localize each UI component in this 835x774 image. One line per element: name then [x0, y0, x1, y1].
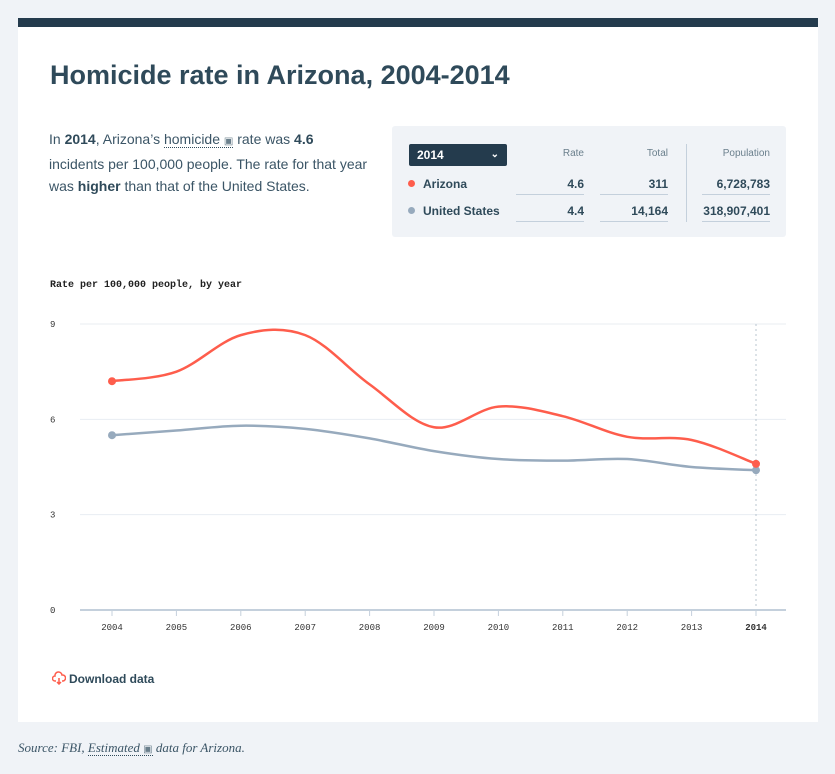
x-tick-label: 2013: [681, 623, 703, 633]
summary-text-part: than that of the United States.: [120, 178, 310, 194]
arizona-total: 311: [600, 177, 668, 195]
source-text: data for Arizona.: [152, 740, 245, 755]
column-header-population: Population: [722, 148, 770, 159]
us-total: 14,164: [600, 204, 668, 222]
book-icon: ▣: [143, 744, 153, 755]
arizona-point: [108, 377, 116, 386]
us-dot-icon: [408, 207, 415, 214]
source-text: Source: FBI,: [18, 740, 88, 755]
year-select[interactable]: 2014 ⌄: [409, 144, 507, 166]
united-states-line: [111, 424, 757, 472]
x-tick-label: 2008: [359, 623, 381, 633]
y-tick-label: 3: [50, 511, 55, 521]
united-states-point: [752, 466, 760, 475]
united-states-point: [108, 431, 116, 440]
cloud-download-icon: [51, 671, 67, 686]
y-axis-label: Rate per 100,000 people, by year: [50, 280, 243, 291]
row-label-united-states: United States: [408, 204, 500, 218]
row-label-text: United States: [423, 204, 500, 218]
summary-text-part: incidents per 100,000 people. The rate f…: [49, 156, 368, 194]
summary-text-part: In: [49, 131, 65, 147]
y-tick-label: 6: [50, 415, 55, 425]
arizona-rate: 4.6: [516, 177, 584, 195]
chevron-down-icon: ⌄: [490, 149, 499, 160]
download-data-button[interactable]: Download data: [51, 671, 155, 686]
us-rate: 4.4: [516, 204, 584, 222]
arizona-line: [111, 328, 757, 465]
x-tick-label: 2014: [745, 623, 767, 633]
summary-text-part: rate was: [233, 131, 295, 147]
year-select-value: 2014: [417, 148, 444, 162]
source-note: Source: FBI, Estimated ▣ data for Arizon…: [18, 740, 245, 756]
arizona-dot-icon: [408, 180, 415, 187]
y-tick-label: 9: [50, 320, 55, 330]
x-tick-label: 2009: [423, 623, 445, 633]
download-label: Download data: [69, 672, 155, 686]
summary-text-part: , Arizona’s: [95, 131, 164, 147]
column-header-rate: Rate: [562, 148, 584, 159]
arizona-population: 6,728,783: [702, 177, 770, 195]
x-tick-label: 2012: [616, 623, 638, 633]
glossary-term: homicide: [163, 131, 220, 147]
page-title: Homicide rate in Arizona, 2004-2014: [50, 60, 510, 90]
x-tick-label: 2006: [230, 623, 252, 633]
glossary-link-homicide[interactable]: homicide ▣: [163, 131, 234, 148]
chart-card: Homicide rate in Arizona, 2004-2014 In 2…: [18, 18, 818, 722]
row-label-text: Arizona: [423, 177, 468, 191]
top-bar: [18, 18, 818, 27]
x-tick-label: 2007: [294, 623, 316, 633]
y-tick-label: 0: [50, 606, 55, 616]
summary-text: In 2014, Arizona’s homicide ▣ rate was 4…: [49, 128, 369, 197]
summary-comparison: higher: [77, 178, 121, 194]
glossary-term: Estimated: [87, 740, 140, 755]
glossary-link-estimated[interactable]: Estimated ▣: [87, 740, 153, 756]
column-divider: [686, 144, 687, 222]
summary-rate: 4.6: [294, 131, 314, 147]
x-tick-label: 2010: [488, 623, 510, 633]
row-label-arizona: Arizona: [408, 177, 467, 191]
comparison-panel: 2014 ⌄ Rate Total Population Arizona 4.6 …: [392, 126, 786, 237]
arizona-point: [752, 459, 760, 468]
x-tick-label: 2005: [166, 623, 188, 633]
column-header-total: Total: [646, 148, 668, 159]
us-population: 318,907,401: [702, 204, 770, 222]
x-tick-label: 2004: [101, 623, 123, 633]
x-tick-label: 2011: [552, 623, 574, 633]
summary-year: 2014: [64, 131, 96, 147]
book-icon: ▣: [223, 136, 234, 147]
